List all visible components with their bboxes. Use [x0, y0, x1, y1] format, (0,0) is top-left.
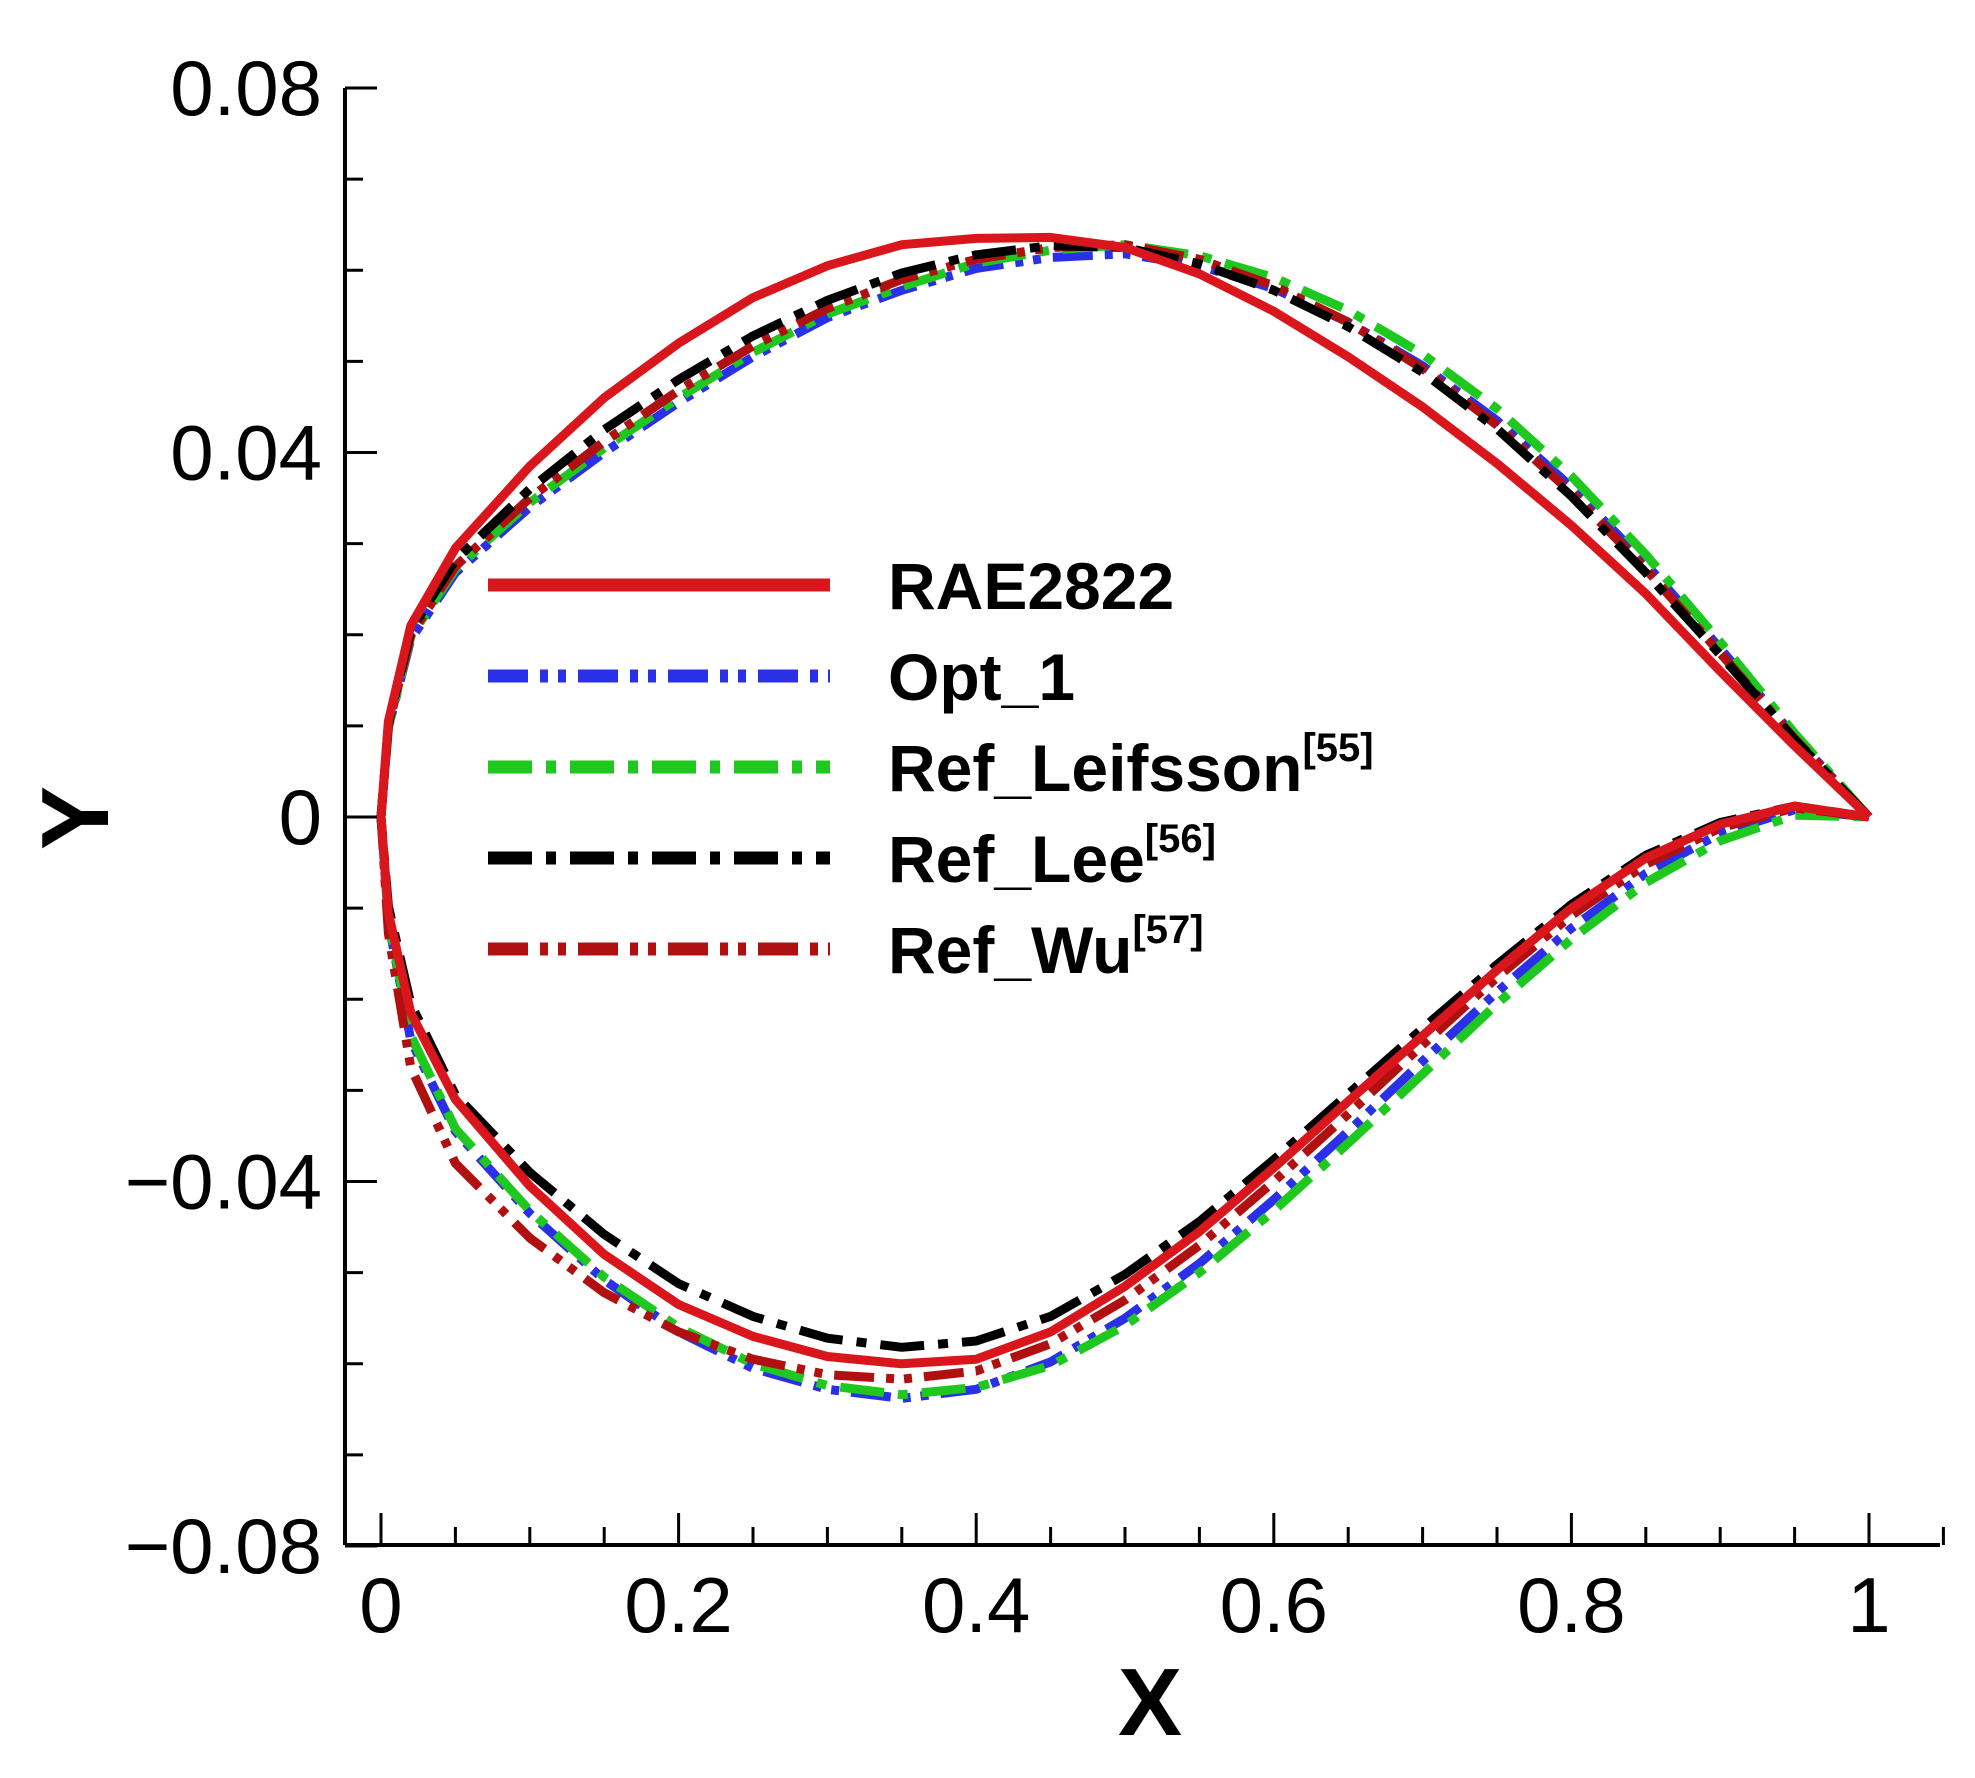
- x-tick-label: 0.2: [624, 1561, 732, 1649]
- x-tick-label: 0.4: [922, 1561, 1030, 1649]
- series-ref-wu-line: [376, 240, 1873, 1384]
- legend: RAE2822 Opt_1 Ref_Leifsson[55] Ref_Lee[56] R…: [488, 549, 1374, 987]
- tick-labels: 0.08 0.04 0 −0.04 −0.08 0 0.2 0.4 0.6 0.8 1: [125, 44, 1891, 1649]
- legend-citation-ref-lee: [56]: [1145, 817, 1216, 861]
- legend-label-ref-leifsson: Ref_Leifsson[55]: [888, 726, 1374, 805]
- y-tick-label: −0.08: [125, 1502, 322, 1590]
- legend-citation-ref-leifsson: [55]: [1302, 726, 1373, 770]
- legend-label-ref-wu: Ref_Wu[57]: [888, 908, 1204, 987]
- series-ref-leifsson-line: [376, 240, 1873, 1400]
- y-tick-label: 0: [279, 773, 322, 861]
- curves-layer: [376, 232, 1873, 1403]
- x-axis-title: X: [1118, 1649, 1182, 1756]
- legend-label-ref-lee: Ref_Lee[56]: [888, 817, 1216, 896]
- x-tick-label: 1: [1847, 1561, 1890, 1649]
- y-axis-title: Y: [22, 786, 129, 850]
- axes-layer: [343, 86, 1945, 1548]
- legend-label-rae2822: RAE2822: [888, 549, 1174, 623]
- y-tick-label: −0.04: [125, 1138, 322, 1226]
- series-rae2822-line: [376, 232, 1873, 1369]
- x-tick-label: 0.8: [1517, 1561, 1625, 1649]
- x-tick-label: 0: [359, 1561, 402, 1649]
- legend-citation-ref-wu: [57]: [1132, 908, 1203, 952]
- x-tick-label: 0.6: [1220, 1561, 1328, 1649]
- legend-label-opt-1: Opt_1: [888, 640, 1075, 714]
- y-tick-label: 0.08: [170, 44, 322, 132]
- y-tick-label: 0.04: [170, 409, 322, 497]
